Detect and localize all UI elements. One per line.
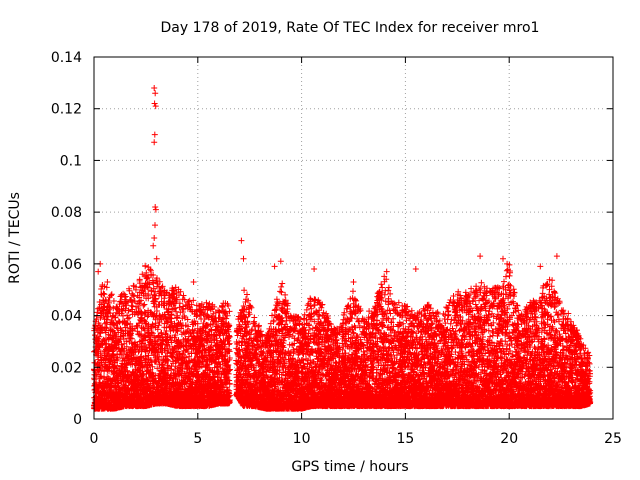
- x-tick-label: 5: [193, 431, 202, 447]
- x-tick-labels: 0 5 10 15 20 25: [90, 431, 622, 447]
- x-tick-label: 20: [500, 431, 518, 447]
- y-tick-label: 0.1: [60, 153, 82, 169]
- y-tick-label: 0.12: [51, 102, 82, 118]
- y-tick-label: 0.04: [51, 309, 82, 325]
- x-tick-label: 25: [604, 431, 622, 447]
- x-tick-label: 0: [90, 431, 99, 447]
- axis-ticks: [93, 56, 614, 420]
- y-tick-labels: 0 0.02 0.04 0.06 0.08 0.1 0.12 0.14: [51, 50, 82, 428]
- y-tick-label: 0.06: [51, 257, 82, 273]
- x-axis-label: GPS time / hours: [291, 459, 408, 475]
- chart-title: Day 178 of 2019, Rate Of TEC Index for r…: [161, 20, 540, 36]
- x-tick-label: 10: [293, 431, 311, 447]
- x-tick-label: 15: [396, 431, 414, 447]
- y-axis-label: ROTI / TECUs: [7, 192, 23, 284]
- y-tick-label: 0: [73, 412, 82, 428]
- y-tick-label: 0.02: [51, 360, 82, 376]
- plot-frame: [93, 56, 614, 420]
- y-tick-label: 0.08: [51, 205, 82, 221]
- y-tick-label: 0.14: [51, 50, 82, 66]
